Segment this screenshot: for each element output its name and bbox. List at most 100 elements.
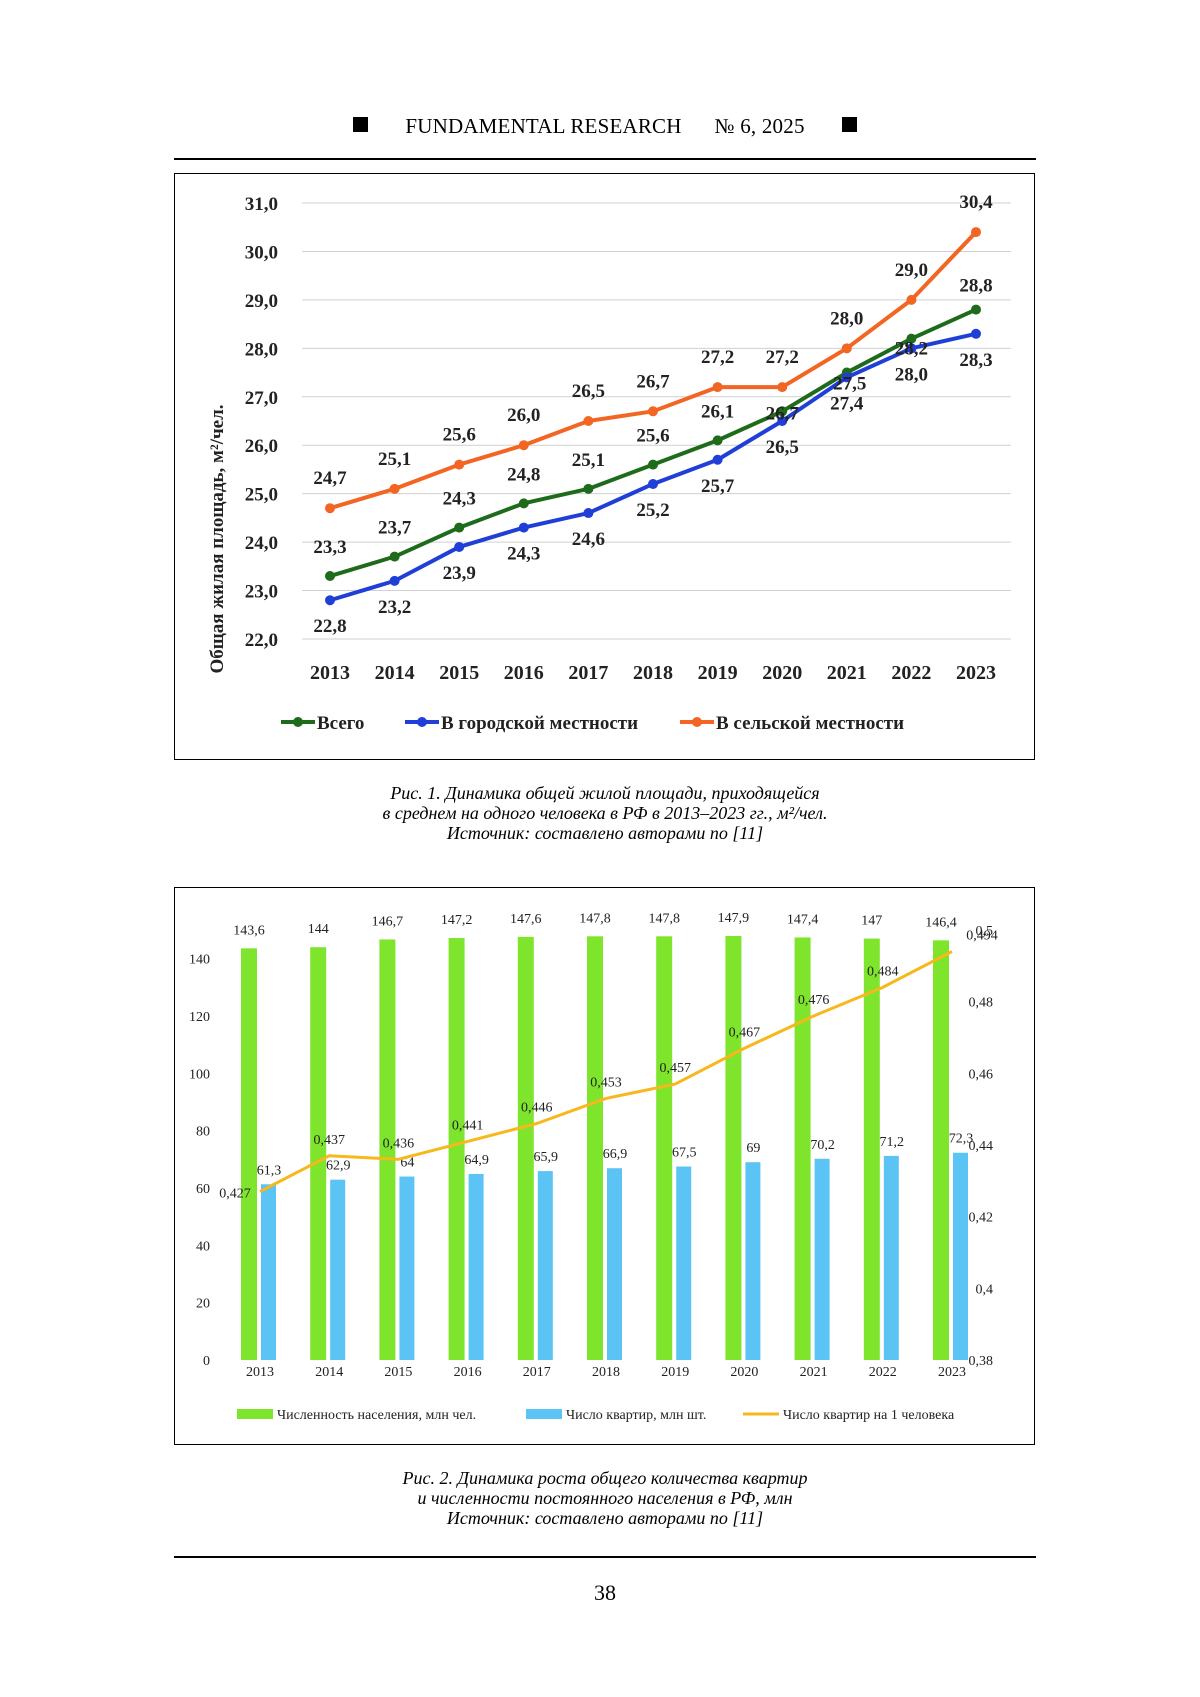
apartments-label: 66,9 — [603, 1147, 628, 1162]
data-label: 30,4 — [959, 192, 993, 213]
page-number: 38 — [174, 1580, 1036, 1606]
y-left-tick-label: 40 — [196, 1239, 210, 1254]
data-point — [648, 460, 658, 470]
x-tick-label: 2019 — [661, 1365, 689, 1380]
population-label: 147,8 — [579, 911, 611, 926]
y-tick-label: 30,0 — [245, 242, 278, 263]
data-point — [519, 440, 529, 450]
figure1-caption-line1: Рис. 1. Динамика общей жилой площади, пр… — [174, 783, 1036, 803]
apartments-label: 72,3 — [949, 1132, 974, 1147]
ratio-label: 0,453 — [590, 1075, 622, 1090]
journal-year: 2025 — [762, 114, 805, 138]
data-label: 24,7 — [313, 468, 347, 489]
data-point — [454, 460, 464, 470]
data-label: 29,0 — [895, 260, 928, 281]
legend-marker — [293, 717, 303, 727]
y-axis-title: Общая жилая площадь, м²/чел. — [207, 404, 228, 673]
x-tick-label: 2015 — [384, 1365, 412, 1380]
x-tick-label: 2022 — [869, 1365, 897, 1380]
y-right-tick-label: 0,38 — [969, 1354, 994, 1369]
figure2-caption: Рис. 2. Динамика роста общего количества… — [174, 1468, 1036, 1528]
data-label: 28,0 — [830, 308, 863, 329]
data-point — [325, 503, 335, 513]
header-square-left — [353, 117, 368, 132]
figure1-chart-frame: 22,023,024,025,026,027,028,029,030,031,0… — [174, 173, 1035, 760]
y-tick-label: 24,0 — [245, 533, 278, 554]
legend-marker — [417, 717, 427, 727]
data-label: 28,8 — [959, 276, 992, 297]
x-tick-label: 2021 — [827, 662, 867, 684]
apartments-bar — [538, 1171, 553, 1360]
y-right-tick-label: 0,42 — [969, 1211, 994, 1226]
population-label: 147,9 — [718, 911, 750, 926]
data-point — [519, 498, 529, 508]
data-label: 26,1 — [701, 401, 734, 422]
population-bar — [864, 939, 880, 1360]
apartments-bar — [745, 1162, 760, 1360]
data-label: 28,2 — [895, 339, 928, 360]
legend-label: Численность населения, млн чел. — [277, 1408, 476, 1423]
data-label: 24,3 — [507, 544, 540, 565]
ratio-label: 0,494 — [966, 929, 998, 944]
population-label: 147,8 — [648, 911, 680, 926]
legend-swatch-population — [237, 1409, 273, 1419]
journal-issue: № 6, — [715, 114, 757, 138]
y-left-tick-label: 140 — [189, 953, 210, 968]
apartments-bar — [330, 1180, 345, 1360]
legend-label: Всего — [317, 713, 364, 734]
apartments-bar — [469, 1174, 484, 1360]
data-point — [454, 542, 464, 552]
x-tick-label: 2019 — [698, 662, 738, 684]
y-tick-label: 23,0 — [245, 582, 278, 603]
data-label: 23,7 — [378, 518, 412, 539]
data-label: 27,4 — [830, 393, 864, 414]
x-tick-label: 2013 — [246, 1365, 274, 1380]
figure1-caption-line2: в среднем на одного человека в РФ в 2013… — [174, 803, 1036, 823]
y-left-tick-label: 60 — [196, 1182, 210, 1197]
apartments-bar — [676, 1167, 691, 1361]
data-point — [325, 571, 335, 581]
data-label: 25,6 — [443, 425, 476, 446]
apartments-bar — [815, 1159, 830, 1360]
figure1-line-chart: 22,023,024,025,026,027,028,029,030,031,0… — [175, 174, 1034, 759]
journal-name: FUNDAMENTAL RESEARCH — [405, 114, 681, 138]
x-tick-label: 2016 — [454, 1365, 482, 1380]
data-label: 25,6 — [636, 426, 669, 447]
apartments-label: 65,9 — [534, 1150, 559, 1165]
apartments-label: 70,2 — [810, 1138, 835, 1153]
data-point — [713, 455, 723, 465]
ratio-label: 0,457 — [659, 1061, 691, 1076]
apartments-bar — [607, 1168, 622, 1360]
data-label: 26,7 — [636, 371, 670, 392]
population-label: 146,7 — [372, 914, 404, 929]
figure2-chart-frame: 0204060801001201400,380,40,420,440,460,4… — [174, 887, 1035, 1445]
x-tick-label: 2016 — [504, 662, 544, 684]
legend-marker — [692, 717, 702, 727]
y-left-tick-label: 80 — [196, 1125, 210, 1140]
apartments-label: 61,3 — [257, 1163, 282, 1178]
header-rule — [174, 158, 1036, 160]
population-label: 143,6 — [233, 923, 265, 938]
header-square-right — [842, 117, 857, 132]
apartments-bar — [884, 1156, 899, 1360]
x-tick-label: 2015 — [439, 662, 479, 684]
legend-label: Число квартир, млн шт. — [566, 1408, 706, 1423]
data-label: 26,5 — [766, 437, 799, 458]
data-point — [713, 382, 723, 392]
figure2-caption-line1: Рис. 2. Динамика роста общего количества… — [174, 1468, 1036, 1488]
data-label: 28,0 — [895, 364, 928, 385]
ratio-label: 0,467 — [729, 1025, 761, 1040]
legend-swatch-apartments — [526, 1409, 562, 1419]
y-tick-label: 22,0 — [245, 630, 278, 651]
y-right-tick-label: 0,4 — [976, 1282, 994, 1297]
apartments-label: 64,9 — [464, 1153, 489, 1168]
data-label: 23,9 — [443, 563, 476, 584]
population-bar — [656, 936, 672, 1360]
data-label: 27,2 — [766, 347, 799, 368]
y-tick-label: 31,0 — [245, 194, 278, 215]
population-bar — [449, 938, 465, 1360]
apartments-bar — [399, 1177, 414, 1360]
data-point — [971, 227, 981, 237]
data-point — [842, 343, 852, 353]
data-label: 25,1 — [572, 450, 605, 471]
